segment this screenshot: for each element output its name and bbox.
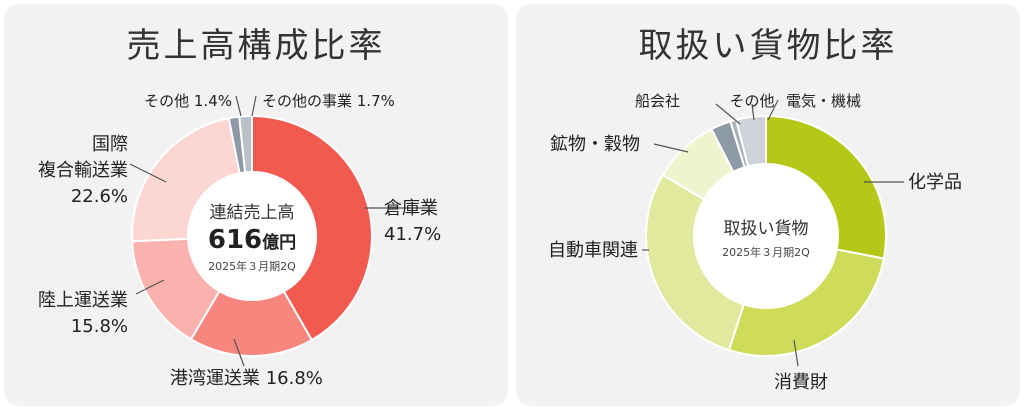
slice-label-1: 港湾運送業 16.8% — [170, 368, 323, 389]
slice-label-3: 鉱物・穀物 — [550, 134, 640, 155]
slice-label-5: その他の事業 1.7% — [262, 92, 395, 110]
sales-composition-panel: 売上高構成比率 連結売上高 616億円 2025年３月期2Q 倉庫業 41.7% 港湾運送… — [4, 4, 508, 406]
slice-label-0: 化学品 — [908, 172, 962, 193]
slice-label-3-line-1: 複合輸送業 — [38, 160, 128, 181]
slice-label-1: 消費財 — [774, 372, 828, 393]
donut-slice-0 — [765, 114, 887, 260]
center-period: 2025年３月期2Q — [208, 259, 296, 273]
slice-label-0: 倉庫業 — [384, 198, 438, 219]
slice-label-2: 自動車関連 — [548, 240, 638, 261]
leader-line-4 — [235, 95, 242, 117]
leader-line-1 — [233, 338, 245, 367]
center-label: 連結売上高 — [210, 203, 295, 223]
donut-slice-3 — [131, 117, 241, 243]
cargo-ratio-panel: 取扱い貨物比率 取扱い貨物 2025年３月期2Q 化学品消費財 自動車関連 鉱物・穀物 船… — [516, 4, 1020, 406]
leader-line-2 — [135, 279, 165, 295]
donut-center — [189, 173, 315, 299]
slice-label-4: 船会社 — [635, 92, 680, 110]
slice-value-0: 41.7% — [384, 224, 441, 245]
donut-slice-2 — [645, 173, 746, 352]
donut-slice-1 — [727, 248, 886, 357]
slice-label-4: その他 1.4% — [144, 92, 232, 110]
slice-label-6: 電気・機械 — [786, 92, 861, 110]
slice-label-2: 陸上運送業 — [38, 290, 128, 311]
leader-line-4 — [715, 103, 741, 125]
leader-line-5 — [251, 95, 257, 117]
leader-line-6 — [767, 99, 779, 121]
slice-label-3-line-0: 国際 — [92, 134, 128, 155]
center-label: 取扱い貨物 — [724, 219, 809, 239]
sales-composition-title: 売上高構成比率 — [126, 26, 386, 66]
center-amount: 616億円 — [208, 225, 296, 255]
donut-slice-5 — [238, 114, 253, 174]
slice-value-3: 22.6% — [71, 186, 128, 207]
slice-value-2: 15.8% — [71, 316, 128, 337]
donut-center — [695, 165, 837, 307]
leader-line-5 — [751, 103, 755, 121]
donut-slice-0 — [251, 114, 373, 342]
center-period: 2025年３月期2Q — [722, 245, 810, 259]
donut-slice-6 — [734, 114, 767, 168]
leader-line-1 — [793, 339, 799, 367]
cargo-ratio-title: 取扱い貨物比率 — [638, 26, 898, 66]
leader-line-3 — [653, 143, 689, 153]
slice-label-5: その他 — [729, 92, 774, 110]
leader-line-3 — [129, 163, 167, 183]
